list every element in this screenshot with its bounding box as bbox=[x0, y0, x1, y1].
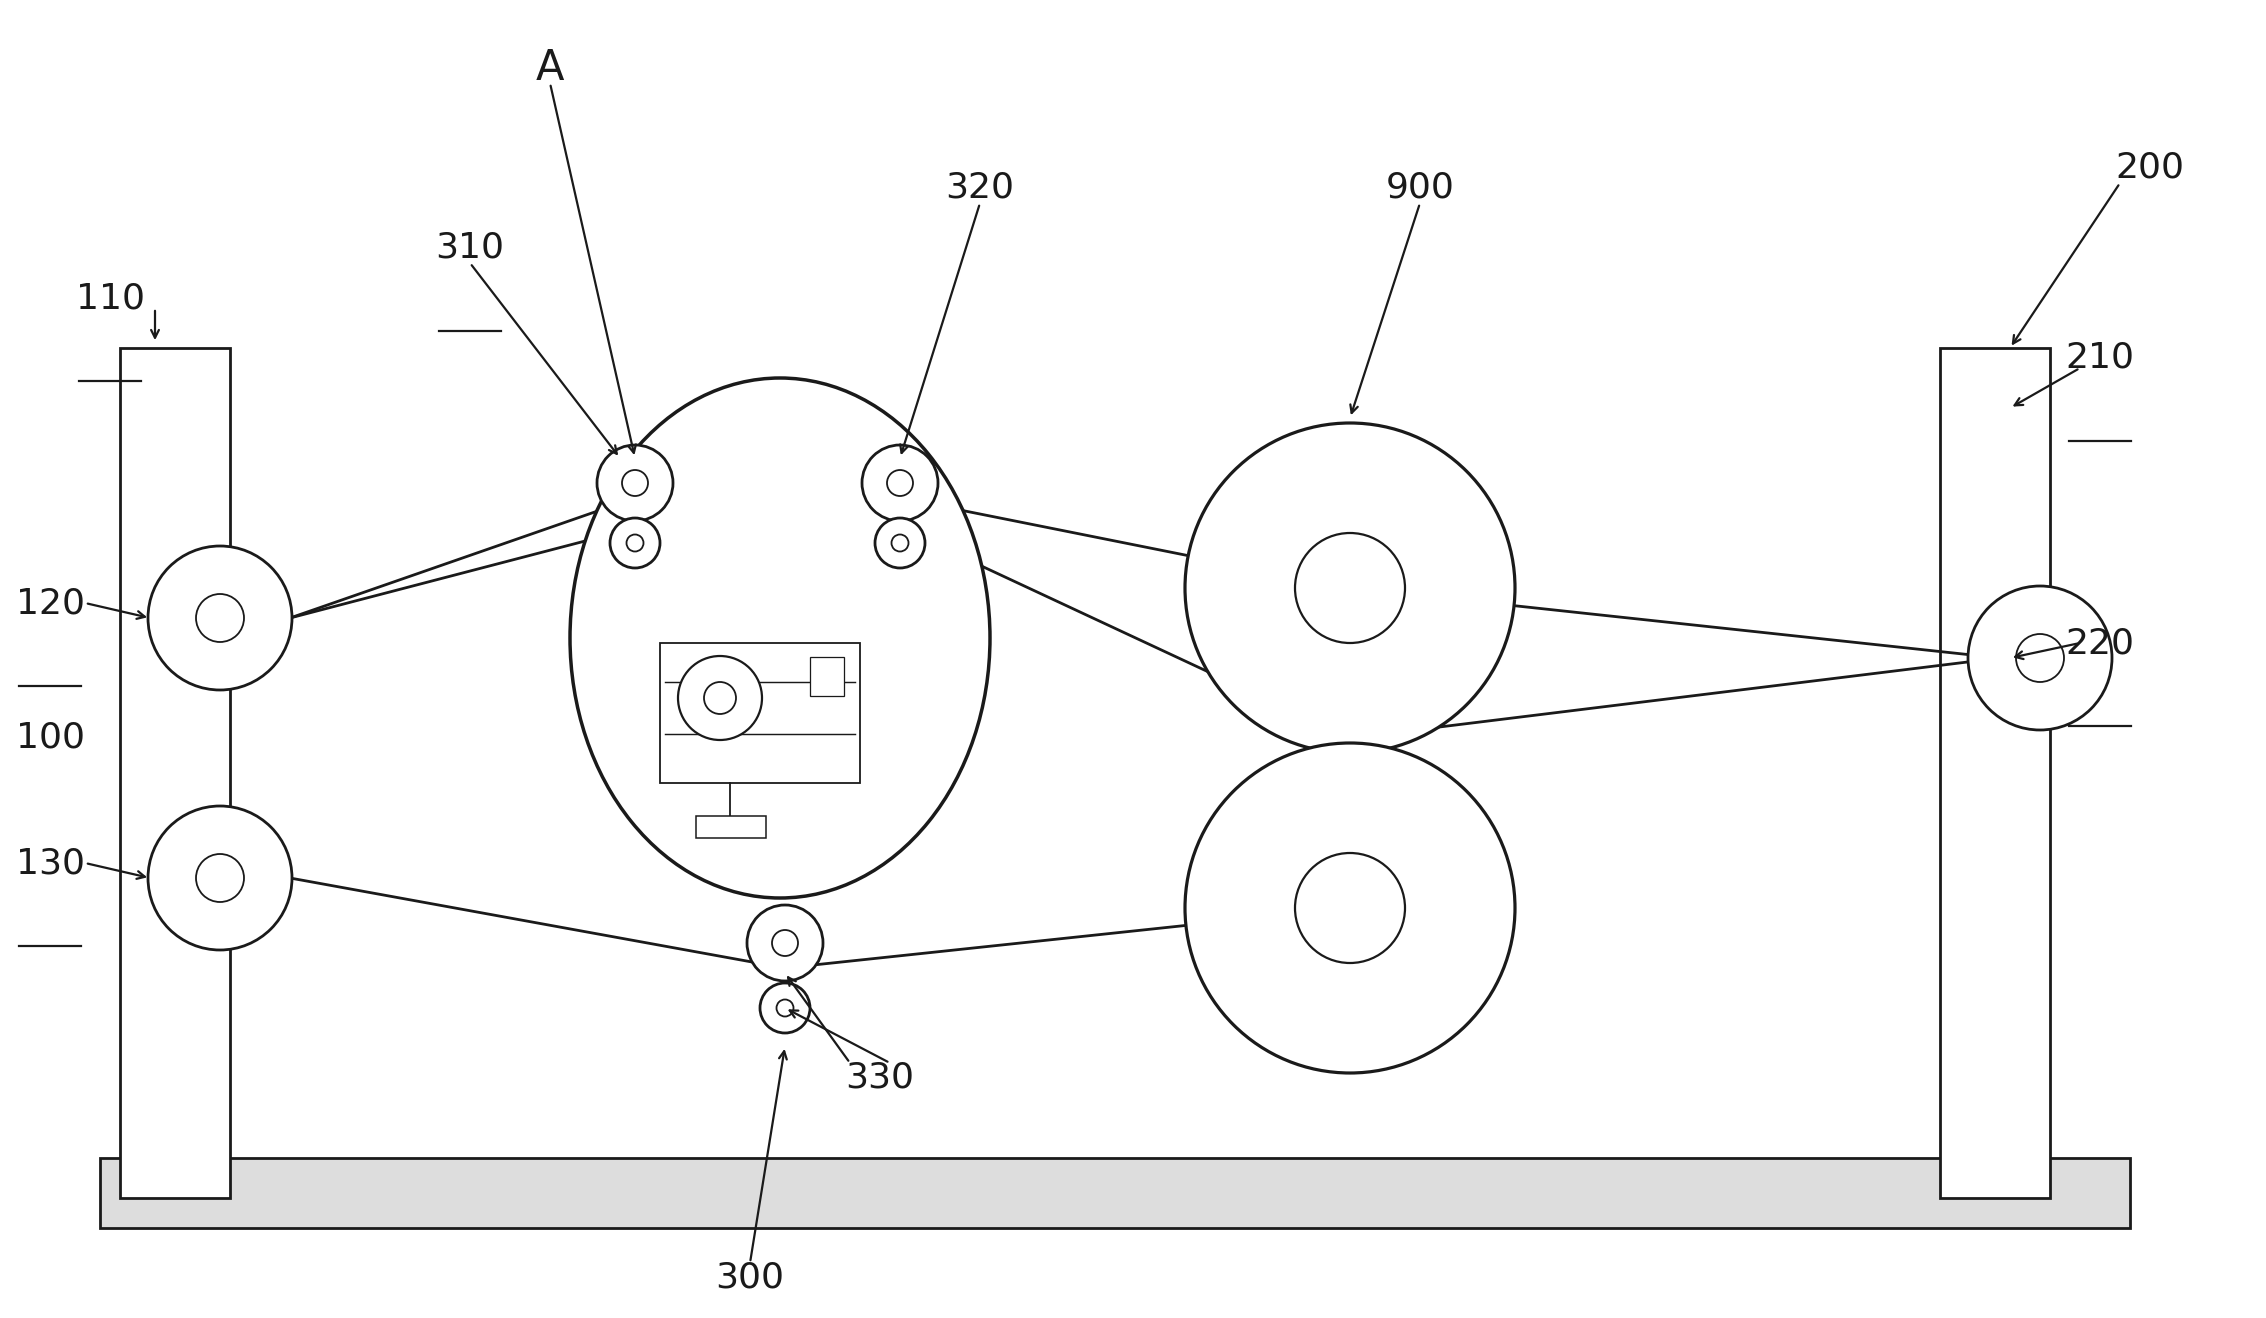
Bar bbox=[120, 348, 231, 1198]
Bar bbox=[809, 656, 843, 696]
Circle shape bbox=[1294, 853, 1405, 963]
Text: 320: 320 bbox=[945, 171, 1015, 206]
Circle shape bbox=[1294, 532, 1405, 643]
Circle shape bbox=[891, 535, 909, 551]
Circle shape bbox=[886, 471, 913, 496]
Text: 330: 330 bbox=[845, 1061, 915, 1095]
Circle shape bbox=[705, 681, 736, 714]
Circle shape bbox=[1185, 743, 1516, 1073]
Ellipse shape bbox=[571, 378, 990, 898]
Circle shape bbox=[759, 983, 809, 1033]
Circle shape bbox=[773, 931, 798, 956]
Bar bbox=[100, 1159, 2130, 1228]
Text: 210: 210 bbox=[2067, 341, 2135, 376]
Circle shape bbox=[1185, 423, 1516, 753]
Circle shape bbox=[748, 905, 823, 981]
Circle shape bbox=[610, 518, 659, 568]
Bar bbox=[696, 816, 766, 838]
Text: 300: 300 bbox=[716, 1261, 784, 1296]
Circle shape bbox=[621, 471, 648, 496]
Circle shape bbox=[777, 999, 793, 1016]
Bar bbox=[1940, 348, 2051, 1198]
Circle shape bbox=[147, 807, 292, 950]
Circle shape bbox=[1967, 587, 2112, 730]
Circle shape bbox=[678, 656, 761, 739]
Circle shape bbox=[147, 546, 292, 691]
Bar bbox=[659, 643, 861, 783]
Circle shape bbox=[195, 854, 245, 902]
Circle shape bbox=[875, 518, 925, 568]
Text: 220: 220 bbox=[2067, 626, 2135, 660]
Circle shape bbox=[596, 445, 673, 521]
Text: 130: 130 bbox=[16, 846, 84, 880]
Circle shape bbox=[195, 594, 245, 642]
Circle shape bbox=[625, 535, 644, 551]
Text: A: A bbox=[535, 47, 564, 90]
Text: 100: 100 bbox=[16, 721, 84, 755]
Circle shape bbox=[861, 445, 938, 521]
Circle shape bbox=[2017, 634, 2064, 681]
Text: 900: 900 bbox=[1385, 171, 1455, 206]
Text: 110: 110 bbox=[75, 281, 145, 315]
Text: 200: 200 bbox=[2116, 152, 2184, 185]
Text: 310: 310 bbox=[435, 231, 505, 265]
Text: 120: 120 bbox=[16, 587, 84, 619]
